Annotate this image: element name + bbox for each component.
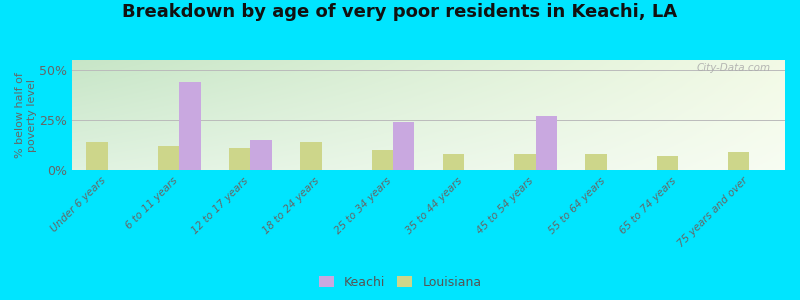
Bar xyxy=(393,122,414,170)
Bar xyxy=(535,116,557,170)
Bar xyxy=(514,154,535,170)
Bar xyxy=(158,146,179,170)
Bar xyxy=(300,142,322,170)
Y-axis label: % below half of
poverty level: % below half of poverty level xyxy=(15,72,37,158)
Bar xyxy=(179,82,201,170)
Bar xyxy=(86,142,108,170)
Bar xyxy=(371,150,393,170)
Bar xyxy=(229,148,250,170)
Bar xyxy=(657,156,678,170)
Bar xyxy=(586,154,607,170)
Text: Breakdown by age of very poor residents in Keachi, LA: Breakdown by age of very poor residents … xyxy=(122,3,678,21)
Bar xyxy=(443,154,464,170)
Bar xyxy=(728,152,750,170)
Legend: Keachi, Louisiana: Keachi, Louisiana xyxy=(314,271,486,294)
Bar xyxy=(250,140,272,170)
Text: City-Data.com: City-Data.com xyxy=(697,63,770,73)
